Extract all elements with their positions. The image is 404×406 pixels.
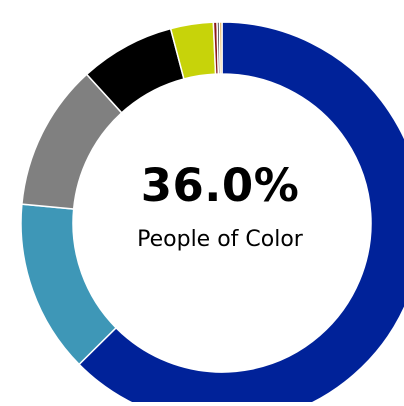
center-label: People of Color	[137, 227, 303, 252]
donut-slice-8	[218, 21, 223, 75]
center-value: 36.0%	[140, 159, 300, 212]
donut-slice-1	[78, 21, 404, 406]
